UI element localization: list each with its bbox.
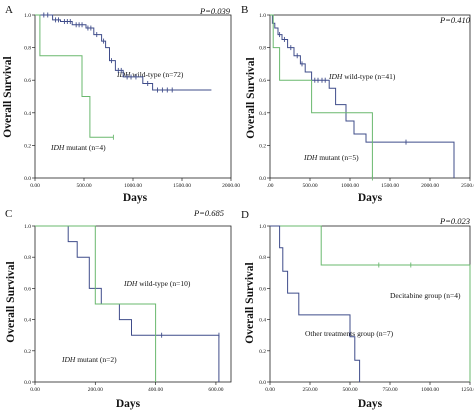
x-tick-label: 0.00	[265, 387, 275, 393]
x-axis-label-d: Days	[358, 398, 383, 410]
plot-frame-c	[34, 225, 232, 383]
y-tick-label: 0.0	[24, 176, 31, 182]
annotation-idh-wild-type-a: IDH wild-type (n=72)	[116, 70, 184, 79]
survival-curve-d-1	[270, 225, 471, 382]
y-tick-label: 0.6	[259, 286, 266, 292]
y-axis-label-d: Overall Survival	[244, 262, 256, 343]
annotation-other-treatments-d: Other treatments group (n=7)	[305, 329, 394, 338]
series-label: mutant (n=2)	[75, 355, 117, 364]
y-tick-label: 0.0	[259, 380, 266, 386]
y-tick-label: 1.0	[24, 13, 31, 19]
panel-label-b: B	[241, 4, 248, 16]
annotation-idh-wild-type-c: IDH wild-type (n=10)	[123, 279, 191, 288]
p-value-d: P=0.023	[439, 216, 470, 226]
panel-d: D P=0.023 Overall Survival Days Decitabi…	[241, 209, 474, 410]
gene-symbol: IDH	[328, 72, 343, 81]
annotation-idh-mutant-c: IDH mutant (n=2)	[61, 355, 117, 364]
panel-label-d: D	[241, 209, 249, 221]
x-tick-label: 200.00	[88, 387, 103, 393]
y-tick-label: 0.4	[24, 318, 31, 324]
survival-curve-c-1	[35, 225, 220, 382]
panel-a: A P=0.039 Overall Survival Days IDH wild…	[2, 4, 240, 204]
y-tick-label: 0.4	[259, 111, 266, 117]
p-value-c: P=0.685	[193, 208, 224, 218]
survival-curve-d-2	[270, 225, 361, 382]
x-tick-label: 400.00	[148, 387, 163, 393]
y-tick-label: 0.8	[259, 46, 266, 52]
panel-c: C P=0.685 Overall Survival Days IDH wild…	[5, 208, 232, 410]
plot-frame-a	[34, 14, 232, 179]
y-tick-label: 1.0	[259, 224, 266, 230]
panel-label-c: C	[5, 208, 12, 220]
y-tick-label: 0.8	[24, 46, 31, 52]
gene-symbol: IDH	[50, 143, 65, 152]
y-tick-label: 0.2	[24, 349, 31, 355]
x-tick-label: 2000.00	[222, 183, 240, 189]
survival-curve-b-2	[270, 14, 373, 178]
x-tick-label: 1000.00	[421, 387, 439, 393]
annotation-decitabine-d: Decitabine group (n=4)	[390, 291, 461, 300]
survival-curve-c-2	[35, 225, 157, 382]
y-tick-label: 0.4	[259, 318, 266, 324]
y-tick-label: 0.6	[259, 78, 266, 84]
x-tick-label: .00	[267, 183, 274, 189]
x-axis-label-c: Days	[116, 398, 141, 410]
series-label: wild-type (n=72)	[130, 70, 183, 79]
x-tick-label: 250.00	[302, 387, 317, 393]
x-axis-label-a: Days	[123, 192, 148, 204]
annotation-idh-wild-type-b: IDH wild-type (n=41)	[328, 72, 396, 81]
y-tick-label: 0.2	[24, 143, 31, 149]
y-tick-label: 0.2	[259, 349, 266, 355]
x-tick-label: 0.00	[30, 183, 40, 189]
series-label: wild-type (n=41)	[342, 72, 395, 81]
plot-frame-b	[269, 14, 471, 179]
plot-frame-d	[269, 225, 471, 383]
panel-label-a: A	[5, 4, 13, 16]
x-tick-label: 2000.00	[421, 183, 439, 189]
x-tick-label: 500.00	[302, 183, 317, 189]
survival-curve-b-1	[270, 14, 455, 178]
y-axis-label-c: Overall Survival	[5, 261, 17, 342]
y-tick-label: 0.6	[24, 78, 31, 84]
y-tick-label: 0.8	[24, 255, 31, 261]
x-tick-label: 600.00	[208, 387, 223, 393]
x-tick-label: 1000.00	[124, 183, 142, 189]
y-tick-label: 0.8	[259, 255, 266, 261]
y-axis-label-b: Overall Survival	[245, 57, 257, 138]
survival-curve-a-2	[35, 14, 114, 138]
y-tick-label: 0.4	[24, 111, 31, 117]
x-tick-label: 2500.00	[461, 183, 474, 189]
series-label: mutant (n=4)	[64, 143, 106, 152]
x-tick-label: 500.00	[342, 387, 357, 393]
y-tick-label: 0.0	[259, 176, 266, 182]
x-tick-label: 750.00	[382, 387, 397, 393]
p-value-b: P=0.410	[439, 15, 471, 25]
x-tick-label: 1000.00	[341, 183, 359, 189]
x-tick-label: 1250.00	[461, 387, 474, 393]
annotation-idh-mutant-b: IDH mutant (n=5)	[303, 153, 359, 162]
gene-symbol: IDH	[61, 355, 76, 364]
series-label: mutant (n=5)	[317, 153, 359, 162]
y-tick-label: 1.0	[24, 224, 31, 230]
gene-symbol: IDH	[303, 153, 318, 162]
panel-b: B P=0.410 Overall Survival Days IDH wild…	[241, 4, 474, 204]
x-tick-label: 1500.00	[173, 183, 191, 189]
y-tick-label: 0.0	[24, 380, 31, 386]
x-tick-label: 1500.00	[381, 183, 399, 189]
x-tick-label: 500.00	[76, 183, 91, 189]
x-axis-label-b: Days	[358, 192, 383, 204]
annotation-idh-mutant-a: IDH mutant (n=4)	[50, 143, 106, 152]
y-tick-label: 1.0	[259, 13, 266, 19]
x-tick-label: 0.00	[30, 387, 40, 393]
y-tick-label: 0.2	[259, 143, 266, 149]
y-axis-label-a: Overall Survival	[2, 56, 14, 137]
series-label: wild-type (n=10)	[137, 279, 190, 288]
p-value-a: P=0.039	[199, 6, 231, 16]
y-tick-label: 0.6	[24, 286, 31, 292]
gene-symbol: IDH	[123, 279, 138, 288]
